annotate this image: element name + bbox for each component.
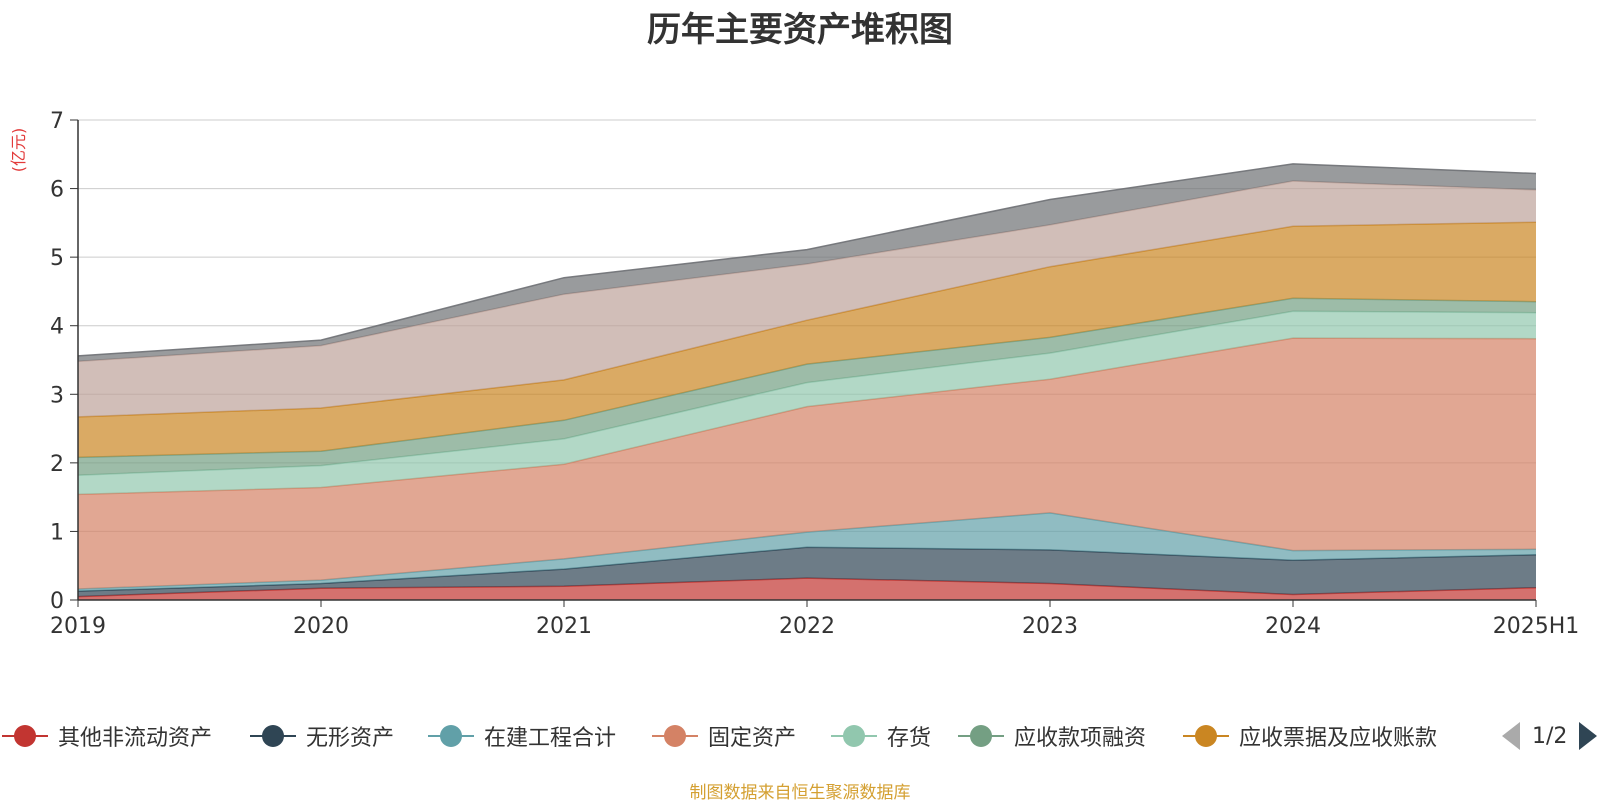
legend-marker-icon [958,722,1004,750]
legend-item[interactable]: 其他非流动资产 [2,714,212,758]
legend-marker-icon [2,722,48,750]
x-tick-label: 2021 [536,614,592,639]
x-tick-label: 2023 [1022,614,1078,639]
legend-label: 存货 [887,726,932,751]
legend-next-page-icon[interactable] [1579,722,1598,750]
legend-page-indicator: 1/2 [1532,723,1568,749]
legend: 其他非流动资产 无形资产 在建工程合计 固定资产 存货 应收款项融资 应收票据及应收账款 [0,714,1600,758]
legend-marker-icon [652,722,698,750]
legend-label: 固定资产 [708,726,797,751]
legend-item[interactable]: 无形资产 [250,714,394,758]
x-tick-label: 2022 [779,614,835,639]
legend-prev-page-icon[interactable] [1502,722,1520,750]
area-series [78,222,1536,458]
area-series [78,547,1536,597]
area-series [78,311,1536,495]
y-tick-label: 6 [50,178,64,203]
legend-item[interactable]: 固定资产 [652,714,796,758]
y-tick-label: 0 [50,589,64,614]
x-tick-label: 2019 [50,614,106,639]
legend-marker-icon [250,722,296,750]
y-tick-label: 2 [50,452,64,477]
data-source-footer: 制图数据来自恒生聚源数据库 [689,783,911,803]
chart-title: 历年主要资产堆积图 [647,10,953,50]
legend-marker-icon [428,722,474,750]
legend-item[interactable]: 应收票据及应收账款 [1183,714,1437,758]
x-tick-label: 2020 [293,614,349,639]
legend-label: 应收款项融资 [1014,726,1147,751]
x-tick-label: 2025H1 [1493,614,1580,639]
area-series [78,338,1536,589]
legend-item[interactable]: 存货 [831,714,931,758]
y-tick-label: 7 [50,109,64,134]
legend-marker-icon [831,722,877,750]
y-tick-label: 3 [50,383,64,408]
legend-pager: 1/2 [1502,714,1598,758]
area-series [78,181,1536,417]
legend-item[interactable]: 在建工程合计 [428,714,616,758]
series-line [77,163,1537,357]
y-tick-label: 4 [50,315,64,340]
y-tick-label: 1 [50,520,64,545]
legend-label: 其他非流动资产 [58,726,213,751]
legend-label: 在建工程合计 [484,726,617,751]
legend-marker-icon [1183,722,1229,750]
area-series [78,298,1536,476]
legend-label: 无形资产 [306,726,395,751]
legend-label: 应收票据及应收账款 [1239,726,1438,751]
area-series [78,578,1536,600]
legend-item[interactable]: 应收款项融资 [958,714,1146,758]
y-tick-label: 5 [50,246,64,271]
x-tick-label: 2024 [1265,614,1321,639]
area-series [78,163,1536,362]
